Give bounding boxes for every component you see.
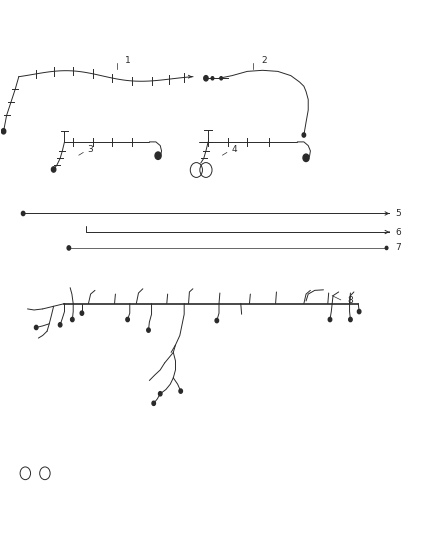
Circle shape — [152, 401, 155, 406]
Text: 1: 1 — [125, 56, 131, 65]
Circle shape — [147, 328, 150, 332]
Circle shape — [179, 389, 183, 393]
Text: 2: 2 — [261, 56, 267, 65]
Circle shape — [21, 212, 25, 216]
Circle shape — [385, 246, 388, 249]
Circle shape — [126, 317, 129, 321]
Circle shape — [204, 76, 208, 81]
Text: 6: 6 — [395, 228, 401, 237]
Circle shape — [220, 77, 223, 80]
Circle shape — [51, 167, 56, 172]
Circle shape — [58, 322, 62, 327]
Circle shape — [303, 154, 309, 161]
Text: 8: 8 — [347, 296, 353, 305]
Circle shape — [328, 317, 332, 321]
Circle shape — [159, 392, 162, 396]
Circle shape — [35, 325, 38, 329]
Circle shape — [80, 311, 84, 316]
Text: 4: 4 — [231, 146, 237, 155]
Circle shape — [67, 246, 71, 250]
Circle shape — [71, 317, 74, 321]
Text: 7: 7 — [395, 244, 401, 253]
Circle shape — [155, 152, 161, 159]
Circle shape — [357, 310, 361, 314]
Circle shape — [211, 77, 214, 80]
Text: 3: 3 — [88, 146, 93, 155]
Circle shape — [1, 128, 6, 134]
Text: 5: 5 — [395, 209, 401, 218]
Circle shape — [215, 318, 219, 322]
Circle shape — [302, 133, 306, 137]
Circle shape — [349, 317, 352, 321]
